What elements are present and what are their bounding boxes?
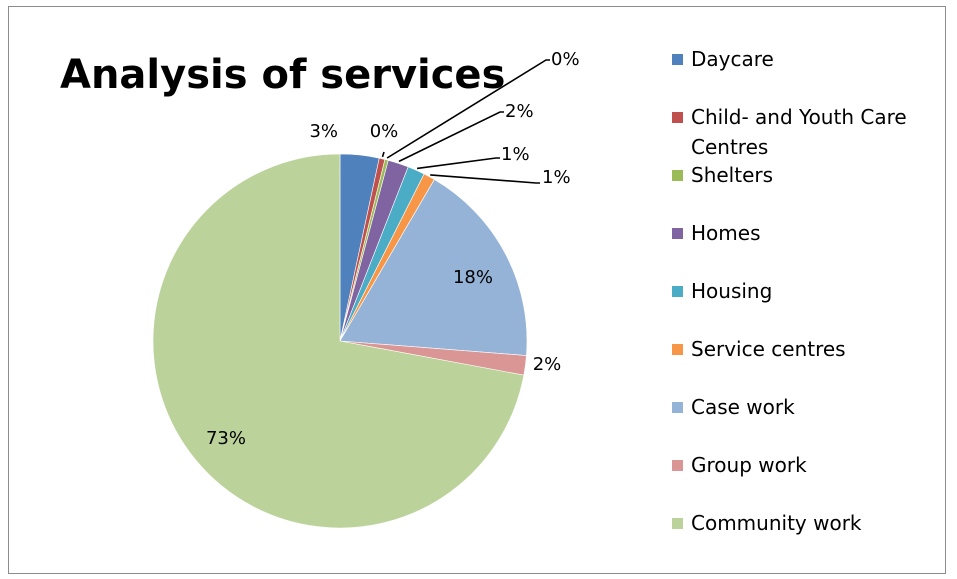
legend-label: Homes — [691, 221, 760, 245]
data-label-shelters: 0% — [551, 49, 580, 70]
pie-slice-community-work — [152, 153, 525, 529]
legend-item-daycare: Daycare — [672, 47, 774, 71]
legend-item-service-centres: Service centres — [672, 337, 846, 361]
legend-label: Community work — [691, 511, 862, 535]
legend-swatch — [672, 228, 683, 239]
legend-item-case-work: Case work — [672, 395, 795, 419]
legend-item-community-work: Community work — [672, 511, 862, 535]
legend-label: Centres — [691, 135, 768, 159]
leader-line-child-and-youth-care-centres — [381, 151, 385, 158]
legend-swatch — [672, 518, 683, 529]
data-label-community-work: 73% — [206, 428, 246, 449]
legend-swatch — [672, 54, 683, 65]
chart-title: Analysis of services — [60, 52, 505, 98]
leader-line-homes — [398, 111, 504, 163]
data-label-group-work: 2% — [533, 354, 562, 375]
legend-swatch — [672, 112, 683, 123]
leader-line-shelters — [386, 59, 550, 159]
legend-label: Housing — [691, 279, 772, 303]
legend-label: Shelters — [691, 163, 773, 187]
legend-label: Service centres — [691, 337, 846, 361]
data-label-homes: 2% — [505, 101, 534, 122]
legend: Daycare Child- and Youth Care Centres Shelt… — [672, 47, 907, 535]
leader-line-service-centres — [430, 174, 540, 184]
data-label-housing: 1% — [501, 144, 530, 165]
legend-item-shelters: Shelters — [672, 163, 773, 187]
legend-item-group-work: Group work — [672, 453, 807, 477]
legend-swatch — [672, 460, 683, 471]
data-labels: 3% 0% 0% 2% 1% 1% 18% 2% 73% — [206, 49, 580, 449]
pie-slices — [152, 153, 528, 529]
legend-label: Daycare — [691, 47, 774, 71]
legend-item-housing: Housing — [672, 279, 772, 303]
legend-swatch — [672, 402, 683, 413]
pie-slice-case-work — [339, 179, 528, 356]
legend-label: Group work — [691, 453, 807, 477]
legend-label: Child- and Youth Care — [691, 105, 907, 129]
legend-label: Case work — [691, 395, 795, 419]
legend-swatch — [672, 286, 683, 297]
data-label-daycare: 3% — [309, 121, 338, 142]
legend-item-child-and-youth-care-centres: Child- and Youth Care Centres — [672, 105, 907, 159]
legend-swatch — [672, 170, 683, 181]
leader-lines — [381, 59, 550, 184]
legend-swatch — [672, 344, 683, 355]
data-label-case-work: 18% — [453, 267, 493, 288]
data-label-child-and-youth-care-centres: 0% — [370, 121, 399, 142]
data-label-service-centres: 1% — [542, 167, 571, 188]
legend-item-homes: Homes — [672, 221, 760, 245]
leader-line-housing — [416, 157, 500, 170]
